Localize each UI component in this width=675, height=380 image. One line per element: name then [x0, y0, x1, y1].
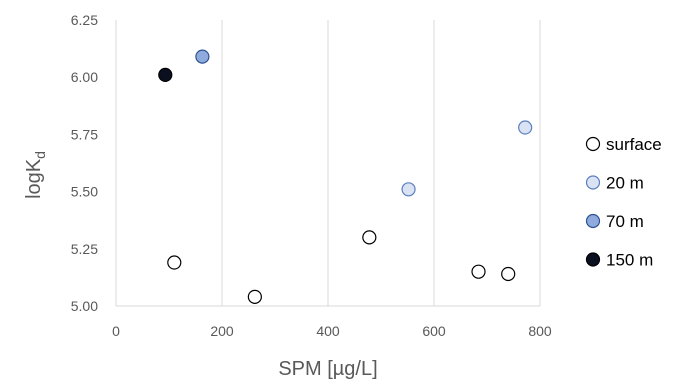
legend-label: 20 m: [606, 174, 644, 193]
x-tick-label: 200: [210, 323, 234, 339]
y-tick-label: 6.25: [71, 12, 98, 28]
data-point: [195, 49, 210, 64]
data-point: [247, 289, 262, 304]
legend-marker: [585, 136, 601, 152]
y-tick-label: 6.00: [71, 69, 98, 85]
x-tick-label: 600: [422, 323, 446, 339]
legend-label: 150 m: [606, 251, 653, 270]
y-axis-title: logKd: [23, 151, 48, 199]
x-tick-label: 800: [528, 323, 552, 339]
y-tick-label: 5.75: [71, 126, 98, 142]
axes: 0 200 400 600 800 5.00 5.25 5.50 5.75 6.00 6.25: [71, 12, 552, 339]
legend-label: surface: [606, 135, 662, 154]
data-point: [401, 182, 416, 197]
y-tick-label: 5.50: [71, 184, 98, 200]
legend: surface 20 m 70 m 150 m: [585, 135, 662, 270]
data-point: [362, 230, 377, 245]
legend-marker: [585, 252, 601, 267]
y-axis-title-subscript: d: [32, 151, 48, 159]
grid-lines: [115, 20, 541, 306]
legend-label: 70 m: [606, 212, 644, 231]
data-points: [158, 49, 533, 304]
data-point: [518, 120, 533, 135]
y-tick-label: 5.00: [71, 298, 98, 314]
x-axis-title: SPM [µg/L]: [278, 358, 377, 380]
data-point: [471, 264, 486, 279]
data-point: [501, 266, 516, 282]
data-point: [167, 255, 182, 270]
legend-marker: [585, 213, 601, 229]
y-tick-label: 5.25: [71, 241, 98, 257]
y-axis-title-main: logK: [23, 158, 45, 199]
legend-marker: [585, 175, 601, 190]
x-tick-label: 0: [112, 323, 120, 339]
x-tick-label: 400: [316, 323, 340, 339]
data-point: [158, 67, 173, 83]
